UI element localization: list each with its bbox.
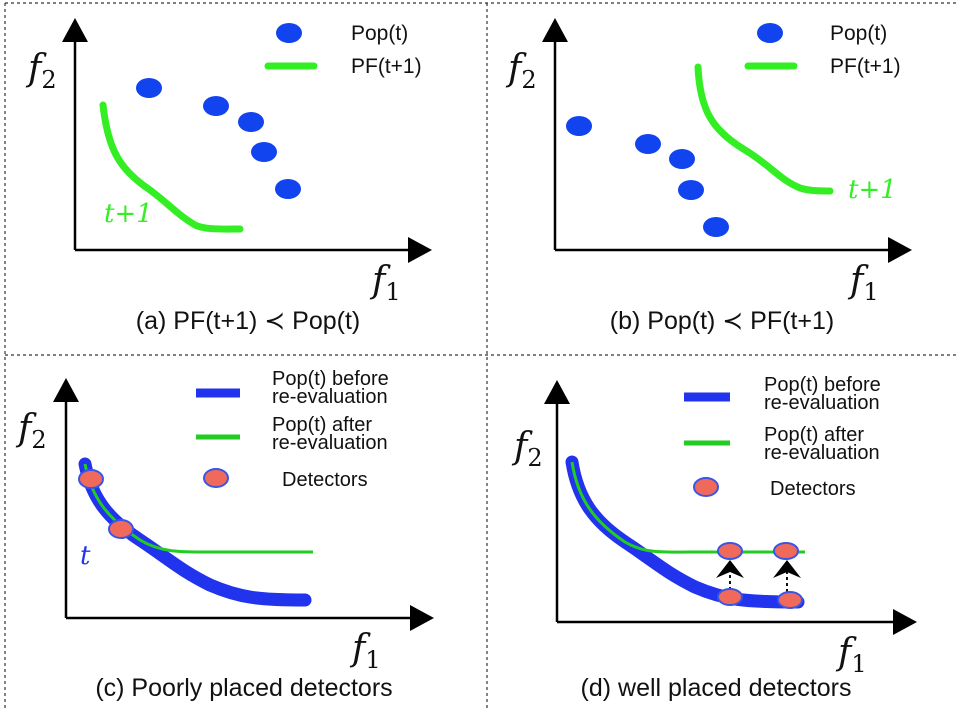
after-curve bbox=[83, 463, 313, 554]
detector-point-before bbox=[717, 588, 743, 606]
population-point bbox=[203, 96, 229, 116]
legend-after-label-line1: Pop(t) after bbox=[764, 424, 864, 446]
y-axis-label: f2 bbox=[15, 408, 47, 454]
legend-detector-marker bbox=[693, 477, 719, 497]
detector-point-after bbox=[717, 542, 743, 560]
y-axis-arrowhead bbox=[544, 380, 570, 404]
panel-d: f2 f1 Pop(t) before re-evaluation Pop(t)… bbox=[511, 374, 917, 702]
population-point bbox=[251, 142, 277, 162]
y-axis-arrowhead bbox=[62, 18, 88, 42]
legend-before-label-line1: Pop(t) before bbox=[272, 368, 389, 390]
legend-pf-label: PF(t+1) bbox=[830, 55, 901, 78]
population-point bbox=[678, 180, 704, 200]
population-points bbox=[566, 116, 729, 237]
arrowhead-icon bbox=[773, 560, 801, 578]
panel-caption: (c) Poorly placed detectors bbox=[95, 674, 392, 702]
legend-before-label-line2: re-evaluation bbox=[272, 386, 388, 408]
curve-label: t+1 bbox=[848, 175, 897, 205]
population-point bbox=[669, 149, 695, 169]
panel-caption: (a) PF(t+1) ≺ Pop(t) bbox=[136, 307, 360, 335]
y-axis-arrowhead bbox=[53, 378, 79, 402]
population-points bbox=[136, 78, 301, 199]
detector-point-before bbox=[777, 591, 803, 609]
after-curve bbox=[570, 461, 805, 554]
population-point bbox=[635, 134, 661, 154]
panel-c: f2 f1 Pop(t) before re-evaluation Pop(t)… bbox=[15, 368, 434, 702]
panel-b: f2 f1 Pop(t) PF(t+1) t+1 (b) Pop(t) ≺ PF… bbox=[505, 18, 912, 335]
panel-caption: (b) Pop(t) ≺ PF(t+1) bbox=[610, 307, 834, 335]
detector-point-after bbox=[773, 542, 799, 560]
population-point bbox=[703, 217, 729, 237]
x-axis-arrowhead bbox=[893, 609, 917, 635]
population-point bbox=[566, 116, 592, 136]
x-axis-arrowhead bbox=[888, 237, 912, 263]
x-axis-label: f1 bbox=[369, 260, 401, 306]
y-axis-arrowhead bbox=[542, 18, 568, 42]
curve-label: t+1 bbox=[104, 199, 153, 229]
legend-pf-label: PF(t+1) bbox=[351, 55, 422, 78]
legend-after-label-line2: re-evaluation bbox=[272, 432, 388, 454]
before-curve bbox=[565, 455, 805, 609]
pareto-front-curve bbox=[694, 63, 834, 195]
x-axis-arrowhead bbox=[408, 237, 432, 263]
population-point bbox=[275, 179, 301, 199]
x-axis-label: f1 bbox=[349, 628, 381, 674]
population-point bbox=[238, 112, 264, 132]
legend-detector-label: Detectors bbox=[770, 478, 856, 500]
detector-point bbox=[108, 519, 134, 539]
legend-before-label-line1: Pop(t) before bbox=[764, 374, 881, 396]
legend-pop-marker bbox=[276, 23, 302, 43]
legend-before-label-line2: re-evaluation bbox=[764, 392, 880, 414]
legend-detector-marker bbox=[203, 468, 229, 488]
panel-caption: (d) well placed detectors bbox=[581, 674, 852, 702]
legend-detector-label: Detectors bbox=[282, 469, 368, 491]
x-axis-arrowhead bbox=[410, 605, 434, 631]
panel-grid bbox=[4, 2, 958, 711]
y-axis-label: f2 bbox=[511, 426, 543, 472]
legend-after-label-line2: re-evaluation bbox=[764, 442, 880, 464]
detector-point bbox=[78, 469, 104, 489]
arrowhead-icon bbox=[716, 560, 744, 578]
panel-a: f2 f1 Pop(t) PF(t+1) t+1 (a) PF(t+1) ≺ P… bbox=[25, 18, 432, 335]
legend-pop-marker bbox=[757, 23, 783, 43]
y-axis-label: f2 bbox=[505, 48, 537, 94]
detector-shift-1 bbox=[716, 542, 744, 606]
population-point bbox=[136, 78, 162, 98]
curve-label: t bbox=[80, 541, 91, 571]
x-axis-label: f1 bbox=[835, 632, 867, 678]
legend-after-label-line1: Pop(t) after bbox=[272, 414, 372, 436]
pareto-front-curve bbox=[99, 101, 244, 233]
legend-pop-label: Pop(t) bbox=[830, 22, 887, 45]
legend-pop-label: Pop(t) bbox=[351, 22, 408, 45]
x-axis-label: f1 bbox=[847, 260, 879, 306]
detector-shift-2 bbox=[773, 542, 803, 609]
y-axis-label: f2 bbox=[25, 48, 57, 94]
